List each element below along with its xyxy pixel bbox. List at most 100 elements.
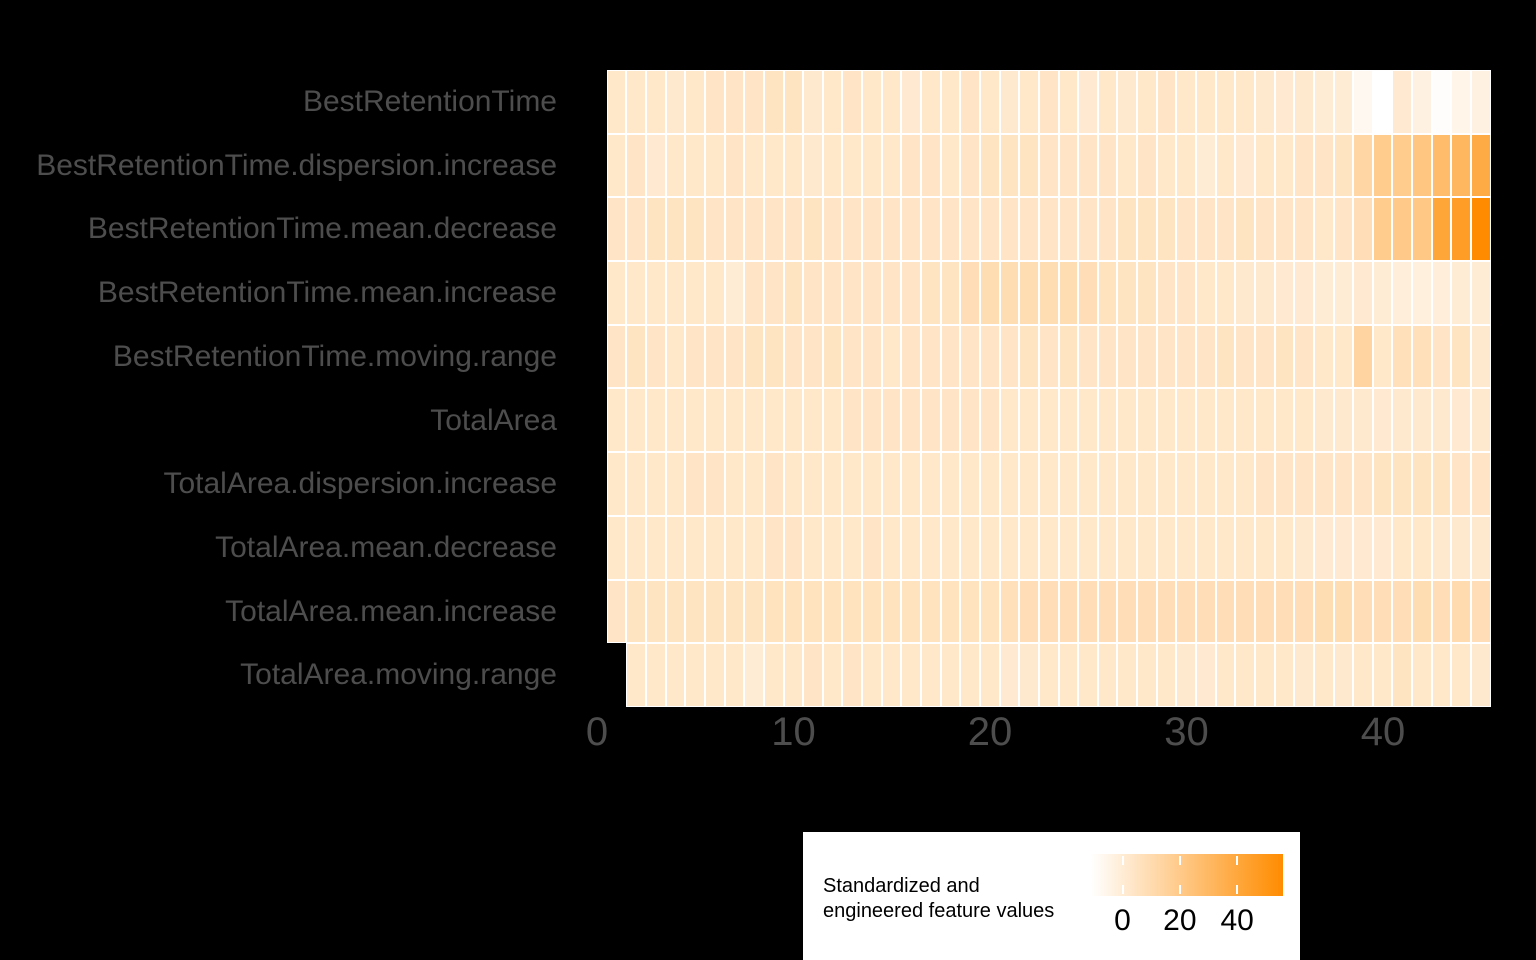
heatmap-cell xyxy=(685,324,705,389)
heatmap-cell xyxy=(1353,643,1373,707)
heatmap-cell xyxy=(1274,324,1295,389)
heatmap-cell xyxy=(1470,452,1491,516)
heatmap-cell xyxy=(1117,133,1138,198)
heatmap-cell xyxy=(1117,452,1138,516)
heatmap-cell xyxy=(1156,643,1177,707)
heatmap-cell xyxy=(862,261,882,325)
heatmap-row xyxy=(607,643,1491,707)
x-axis-tick-label: 20 xyxy=(967,710,1013,754)
heatmap-cell xyxy=(1137,133,1157,198)
heatmap-cell xyxy=(763,324,784,389)
heatmap-cell xyxy=(822,197,843,262)
heatmap-cell xyxy=(1156,515,1177,580)
heatmap-cell xyxy=(822,324,843,389)
heatmap-cell xyxy=(1313,643,1334,707)
heatmap-cell xyxy=(1038,452,1059,516)
heatmap-cell xyxy=(1294,643,1314,707)
heatmap-cell xyxy=(979,133,1000,198)
heatmap-cell xyxy=(1176,643,1197,707)
heatmap-cell xyxy=(1196,324,1216,389)
heatmap-cell xyxy=(940,197,961,262)
heatmap-cell xyxy=(744,643,764,707)
heatmap-cell xyxy=(901,133,922,198)
heatmap-cell xyxy=(1333,515,1354,580)
heatmap-cell xyxy=(1117,388,1138,453)
heatmap-cell xyxy=(822,70,843,134)
heatmap-row xyxy=(606,133,1491,198)
heatmap-cell xyxy=(822,452,843,516)
heatmap-cell xyxy=(685,70,705,134)
heatmap-cell xyxy=(999,452,1020,516)
heatmap-cell xyxy=(1097,70,1118,134)
heatmap-cell xyxy=(1019,579,1039,644)
heatmap-cell xyxy=(705,388,725,453)
heatmap-cell xyxy=(1274,388,1295,453)
heatmap-cell xyxy=(960,388,980,453)
heatmap-cell xyxy=(1431,261,1452,325)
heatmap-cell xyxy=(1019,70,1039,134)
heatmap-cell xyxy=(1019,643,1039,707)
heatmap-cell xyxy=(1078,261,1098,325)
heatmap-cell xyxy=(960,324,980,389)
heatmap-row xyxy=(606,197,1491,262)
heatmap-cell xyxy=(862,515,882,580)
heatmap-cell xyxy=(1412,70,1432,134)
heatmap-cell xyxy=(1451,579,1471,644)
heatmap-cell xyxy=(646,261,666,325)
heatmap-cell xyxy=(1117,197,1138,262)
heatmap-cell xyxy=(1353,452,1373,516)
heatmap-cell xyxy=(1451,324,1471,389)
heatmap-cell xyxy=(901,388,922,453)
heatmap-cell xyxy=(1412,579,1432,644)
heatmap-cell xyxy=(822,579,843,644)
heatmap-cell xyxy=(1412,324,1432,389)
heatmap-cell xyxy=(999,197,1020,262)
heatmap-cell xyxy=(822,261,843,325)
heatmap-cell xyxy=(940,388,961,453)
heatmap-cell xyxy=(1431,324,1452,389)
heatmap-cell xyxy=(1431,643,1452,707)
heatmap-cell xyxy=(1431,452,1452,516)
heatmap-cell xyxy=(724,261,745,325)
heatmap-cell xyxy=(1431,133,1452,198)
heatmap-cell xyxy=(646,388,666,453)
heatmap-cell xyxy=(1254,261,1275,325)
heatmap-cell xyxy=(646,324,666,389)
heatmap-cell xyxy=(1431,579,1452,644)
heatmap-cell xyxy=(803,133,823,198)
heatmap-cell xyxy=(1254,133,1275,198)
heatmap-cell xyxy=(999,324,1020,389)
heatmap-cell xyxy=(1078,324,1098,389)
heatmap-cell xyxy=(1176,515,1197,580)
heatmap-cell xyxy=(606,197,627,262)
heatmap-cell xyxy=(921,452,941,516)
heatmap-cell xyxy=(881,452,902,516)
heatmap-cell xyxy=(665,197,686,262)
heatmap-cell xyxy=(1097,324,1118,389)
heatmap-cell xyxy=(646,643,666,707)
heatmap-cell xyxy=(685,133,705,198)
heatmap-cell xyxy=(1431,70,1452,134)
heatmap-cell xyxy=(1431,197,1452,262)
heatmap-cell xyxy=(1294,579,1314,644)
heatmap-cell xyxy=(1078,133,1098,198)
heatmap-cell xyxy=(1313,133,1334,198)
y-axis-label: BestRetentionTime.mean.decrease xyxy=(87,212,557,246)
heatmap-cell xyxy=(901,197,922,262)
heatmap-cell xyxy=(1451,70,1471,134)
heatmap-cell xyxy=(1313,324,1334,389)
heatmap-cell xyxy=(646,515,666,580)
heatmap-cell xyxy=(862,643,882,707)
heatmap-cell xyxy=(901,70,922,134)
heatmap-cell xyxy=(705,70,725,134)
heatmap-cell xyxy=(606,70,627,134)
heatmap-cell xyxy=(1215,324,1236,389)
heatmap-cell xyxy=(1137,197,1157,262)
heatmap-cell xyxy=(1451,261,1471,325)
heatmap-cell xyxy=(1353,70,1373,134)
heatmap-cell xyxy=(901,643,922,707)
heatmap-cell xyxy=(1392,324,1413,389)
heatmap-cell xyxy=(1372,388,1393,453)
heatmap-cell xyxy=(1038,324,1059,389)
heatmap-cell xyxy=(763,643,784,707)
